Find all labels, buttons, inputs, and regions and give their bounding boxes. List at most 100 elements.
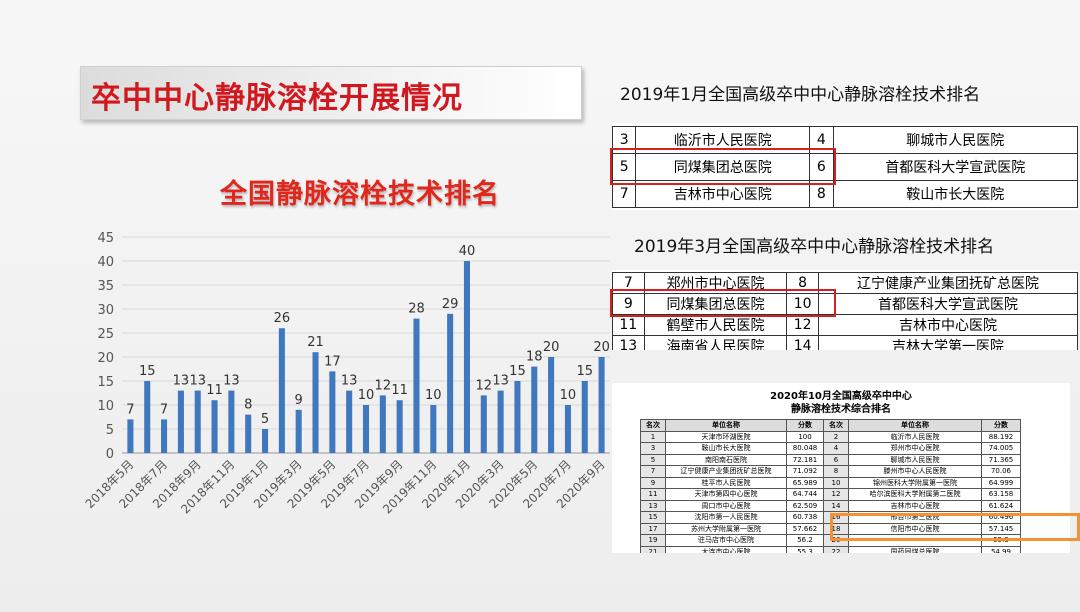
- score-cell: 65.989: [786, 476, 824, 489]
- column-header: 分数: [981, 419, 1021, 432]
- bar: [497, 390, 504, 453]
- highlight-box-2019-01: [610, 148, 836, 185]
- hospital-cell: 临沂市人民医院: [848, 430, 982, 443]
- bar: [564, 405, 571, 453]
- bar: [430, 405, 437, 453]
- data-label: 10: [425, 388, 442, 403]
- hospital-cell: 聊城市人民医院: [832, 126, 1078, 154]
- score-cell: 64.744: [786, 488, 824, 501]
- data-label: 7: [126, 402, 134, 417]
- score-cell: 70.06: [981, 465, 1021, 478]
- hospital-cell: 大连市中心医院: [665, 545, 787, 553]
- data-label: 5: [261, 412, 269, 427]
- highlight-box-2020-10: [830, 513, 1080, 541]
- table-row: 21 大连市中心医院 55.3 22 国药同煤总医院 54.99: [640, 545, 1021, 553]
- score-cell: 71.092: [786, 465, 824, 478]
- hospital-cell: 郑州市中心医院: [643, 272, 788, 294]
- hospital-cell: 锦州医科大学附属第一医院: [848, 476, 982, 489]
- score-cell: 60.738: [786, 511, 824, 524]
- rank-cell: 6: [809, 153, 834, 181]
- data-label: 17: [324, 354, 341, 369]
- hospital-cell: 沈阳市第一人民医院: [665, 511, 787, 524]
- hospital-cell: 南阳南石医院: [665, 453, 787, 466]
- column-header: 单位名称: [665, 419, 787, 432]
- table-row: 5 同煤集团总医院 6 首都医科大学宣武医院: [612, 153, 1078, 181]
- bar: [480, 395, 487, 453]
- data-label: 20: [543, 340, 560, 355]
- data-label: 13: [492, 374, 509, 389]
- rank-cell: 13: [612, 335, 645, 350]
- data-label: 13: [341, 374, 358, 389]
- y-tick-label: 25: [97, 327, 114, 342]
- hospital-cell: 吉林市中心医院: [848, 499, 982, 512]
- score-cell: 55.3: [786, 545, 824, 553]
- score-cell: 56.2: [786, 534, 824, 547]
- rank-cell: 11: [612, 314, 645, 336]
- data-label: 12: [476, 378, 493, 393]
- hospital-cell: 首都医科大学宣武医院: [817, 293, 1078, 315]
- rank-cell: 9: [640, 476, 666, 489]
- hospital-cell: 同煤集团总医院: [643, 293, 788, 315]
- hospital-cell: 吉林市中心医院: [817, 314, 1078, 336]
- bar: [312, 352, 319, 453]
- hospital-cell: 滕州市中心人民医院: [848, 465, 982, 478]
- hospital-cell: 辽宁健康产业集团抚矿总医院: [817, 272, 1078, 294]
- highlight-box-2019-03: [610, 289, 836, 317]
- hospital-cell: 桂平市人民医院: [665, 476, 787, 489]
- hospital-cell: 天津市第四中心医院: [665, 488, 787, 501]
- score-cell: 54.99: [981, 545, 1021, 553]
- table-row: 9 桂平市人民医院 65.989 10 锦州医科大学附属第一医院 64.999: [640, 476, 1021, 489]
- bar: [127, 419, 134, 453]
- bar: [329, 371, 336, 453]
- bar: [144, 381, 151, 453]
- bar: [447, 313, 454, 453]
- chart-title: 全国静脉溶栓技术排名: [220, 179, 500, 210]
- hospital-cell: 郑州市中心医院: [848, 442, 982, 455]
- data-label: 28: [408, 302, 425, 317]
- bar: [413, 318, 420, 453]
- data-label: 20: [593, 340, 610, 355]
- hospital-cell: 首都医科大学宣武医院: [832, 153, 1078, 181]
- bar: [278, 328, 285, 453]
- data-label: 15: [509, 364, 526, 379]
- rank-cell: 10: [823, 476, 849, 489]
- rank-cell: 14: [823, 499, 849, 512]
- rank-cell: 19: [640, 534, 666, 547]
- bar: [548, 357, 555, 453]
- hospital-cell: 鞍山市长大医院: [832, 180, 1078, 208]
- y-tick-label: 45: [97, 231, 114, 246]
- slide-title: 卒中中心静脉溶栓开展情况: [91, 81, 463, 116]
- y-tick-label: 0: [106, 447, 114, 462]
- ranking-2019-03-panel: 7 郑州市中心医院 8 辽宁健康产业集团抚矿总医院 9 同煤集团总医院 10 首都医科大学宣武…: [612, 270, 1078, 350]
- hospital-cell: 鹤壁市人民医院: [643, 314, 788, 336]
- bar: [463, 261, 470, 453]
- y-tick-label: 35: [97, 279, 114, 294]
- data-label: 15: [576, 364, 593, 379]
- score-cell: 80.048: [786, 442, 824, 455]
- data-label: 13: [189, 374, 206, 389]
- rank-cell: 21: [640, 545, 666, 553]
- rank-cell: 17: [640, 522, 666, 535]
- score-cell: 57.145: [981, 522, 1021, 535]
- bar: [262, 429, 269, 453]
- data-label: 11: [391, 383, 408, 398]
- ranking-2020-10-panel: 2020年10月全国高级卒中中心 静脉溶栓技术综合排名 名次 单位名称 分数 名次 单位…: [612, 383, 1070, 553]
- bar: [362, 405, 370, 453]
- bar: [598, 357, 605, 453]
- hospital-cell: 海南省人民医院: [643, 335, 788, 350]
- bar: [531, 366, 538, 453]
- score-cell: 61.624: [981, 499, 1021, 512]
- score-cell: 62.509: [786, 499, 824, 512]
- bar: [379, 395, 386, 453]
- rank-cell: 12: [786, 314, 819, 336]
- table-row: 11 天津市第四中心医院 64.744 12 哈尔滨医科大学附属第二医院 63.158: [640, 488, 1021, 501]
- rank-cell: 3: [640, 442, 666, 455]
- ranking-2020-10-table: 名次 单位名称 分数 名次 单位名称 分数 1 天津市环湖医院 100 2 临沂市人民医院 88.19…: [640, 419, 1021, 553]
- rank-cell: 15: [640, 511, 666, 524]
- y-tick-label: 10: [97, 399, 114, 414]
- data-label: 10: [560, 388, 577, 403]
- hospital-cell: 鞍山市长大医院: [665, 442, 787, 455]
- ranking-2019-03-caption: 2019年3月全国高级卒中中心静脉溶栓技术排名: [634, 237, 995, 257]
- ranking-2020-10-caption-1: 2020年10月全国高级卒中中心: [770, 391, 912, 402]
